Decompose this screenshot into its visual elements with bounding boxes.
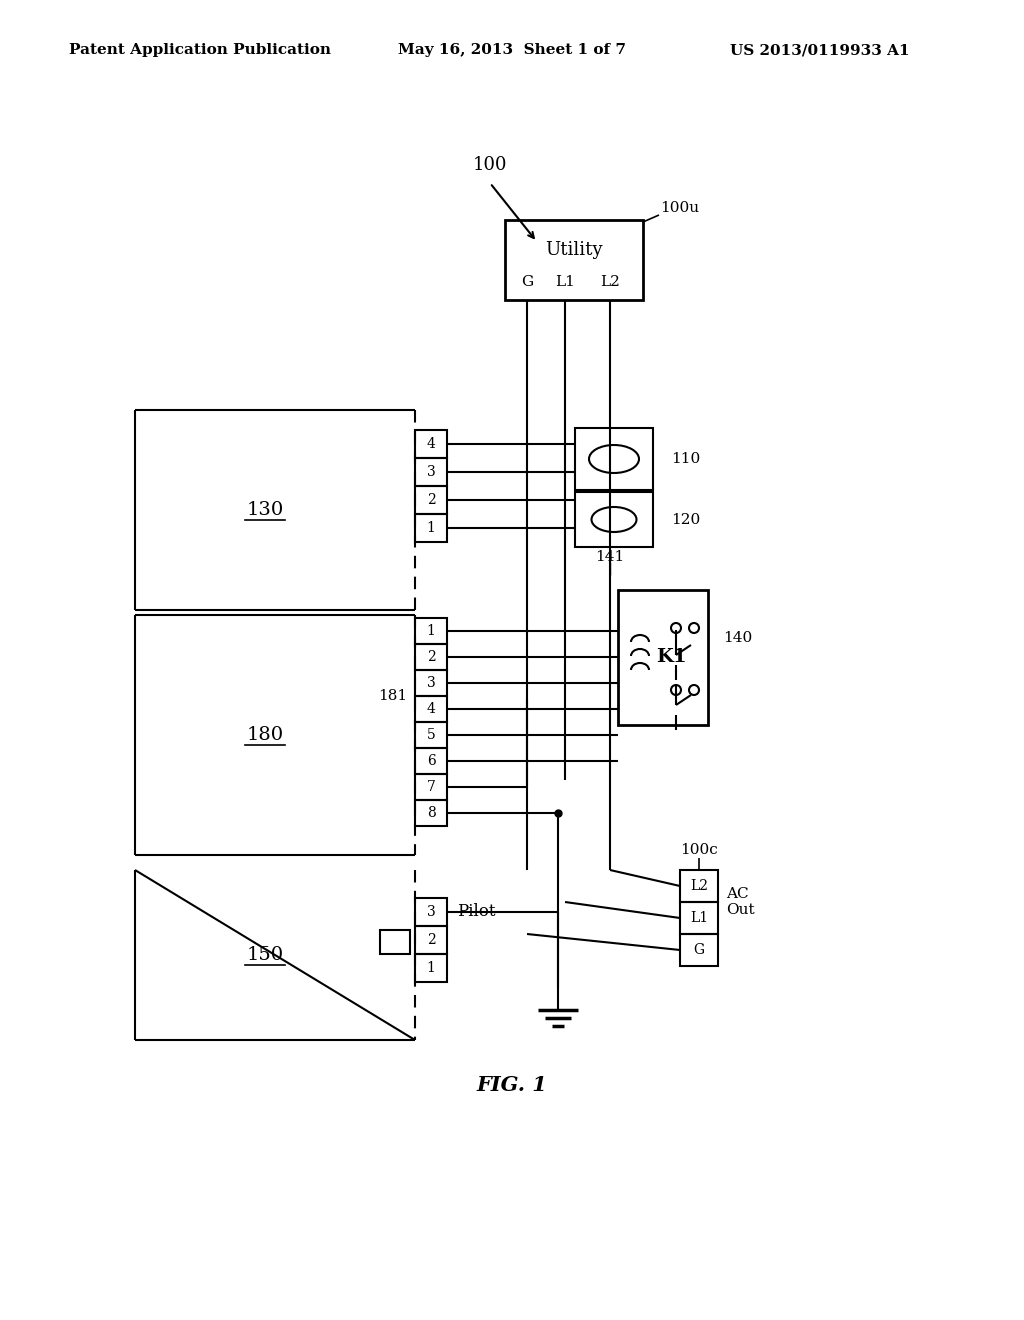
Text: 181: 181 bbox=[378, 689, 407, 704]
Bar bbox=[415, 927, 447, 954]
Text: L1: L1 bbox=[555, 275, 574, 289]
Text: 7: 7 bbox=[427, 780, 435, 795]
Bar bbox=[415, 671, 447, 696]
Text: 2: 2 bbox=[427, 649, 435, 664]
Text: 140: 140 bbox=[723, 631, 753, 644]
Text: K1: K1 bbox=[655, 648, 686, 667]
Text: 3: 3 bbox=[427, 465, 435, 479]
Bar bbox=[415, 458, 447, 486]
Bar bbox=[415, 748, 447, 774]
Bar bbox=[380, 931, 410, 954]
Bar bbox=[575, 428, 653, 490]
Bar bbox=[415, 696, 447, 722]
Text: Patent Application Publication: Patent Application Publication bbox=[69, 44, 331, 57]
Text: AC
Out: AC Out bbox=[726, 887, 755, 917]
Text: 100u: 100u bbox=[660, 201, 699, 215]
Bar bbox=[618, 590, 708, 725]
Text: Pilot: Pilot bbox=[457, 903, 496, 920]
Bar bbox=[415, 722, 447, 748]
Bar bbox=[415, 430, 447, 458]
Text: US 2013/0119933 A1: US 2013/0119933 A1 bbox=[730, 44, 909, 57]
Text: 130: 130 bbox=[247, 502, 284, 519]
Bar bbox=[415, 774, 447, 800]
Bar bbox=[415, 954, 447, 982]
Bar bbox=[680, 870, 718, 902]
Text: 100c: 100c bbox=[680, 843, 718, 857]
Bar bbox=[415, 513, 447, 543]
Text: 120: 120 bbox=[671, 512, 700, 527]
Text: 1: 1 bbox=[427, 961, 435, 975]
Bar bbox=[415, 618, 447, 644]
Bar bbox=[575, 492, 653, 546]
Text: 4: 4 bbox=[427, 702, 435, 715]
Text: G: G bbox=[693, 942, 705, 957]
Text: 150: 150 bbox=[247, 946, 284, 964]
Text: 2: 2 bbox=[427, 933, 435, 946]
Text: 4: 4 bbox=[427, 437, 435, 451]
Text: 3: 3 bbox=[427, 906, 435, 919]
Text: May 16, 2013  Sheet 1 of 7: May 16, 2013 Sheet 1 of 7 bbox=[398, 44, 626, 57]
Text: 141: 141 bbox=[595, 550, 625, 564]
Bar bbox=[680, 902, 718, 935]
Text: L2: L2 bbox=[690, 879, 708, 894]
Text: L2: L2 bbox=[600, 275, 620, 289]
Text: 100: 100 bbox=[473, 156, 507, 174]
Text: 8: 8 bbox=[427, 807, 435, 820]
Bar bbox=[415, 644, 447, 671]
Text: 5: 5 bbox=[427, 729, 435, 742]
Text: 1: 1 bbox=[427, 521, 435, 535]
Text: 110: 110 bbox=[671, 451, 700, 466]
Bar bbox=[415, 800, 447, 826]
Text: 1: 1 bbox=[427, 624, 435, 638]
Bar bbox=[505, 220, 643, 300]
Text: 180: 180 bbox=[247, 726, 284, 744]
Text: FIG. 1: FIG. 1 bbox=[476, 1074, 548, 1096]
Text: 3: 3 bbox=[427, 676, 435, 690]
Text: 2: 2 bbox=[427, 492, 435, 507]
Text: G: G bbox=[521, 275, 534, 289]
Text: 6: 6 bbox=[427, 754, 435, 768]
Bar bbox=[680, 935, 718, 966]
Text: L1: L1 bbox=[690, 911, 708, 925]
Bar bbox=[415, 898, 447, 927]
Bar bbox=[415, 486, 447, 513]
Text: Utility: Utility bbox=[545, 242, 603, 259]
